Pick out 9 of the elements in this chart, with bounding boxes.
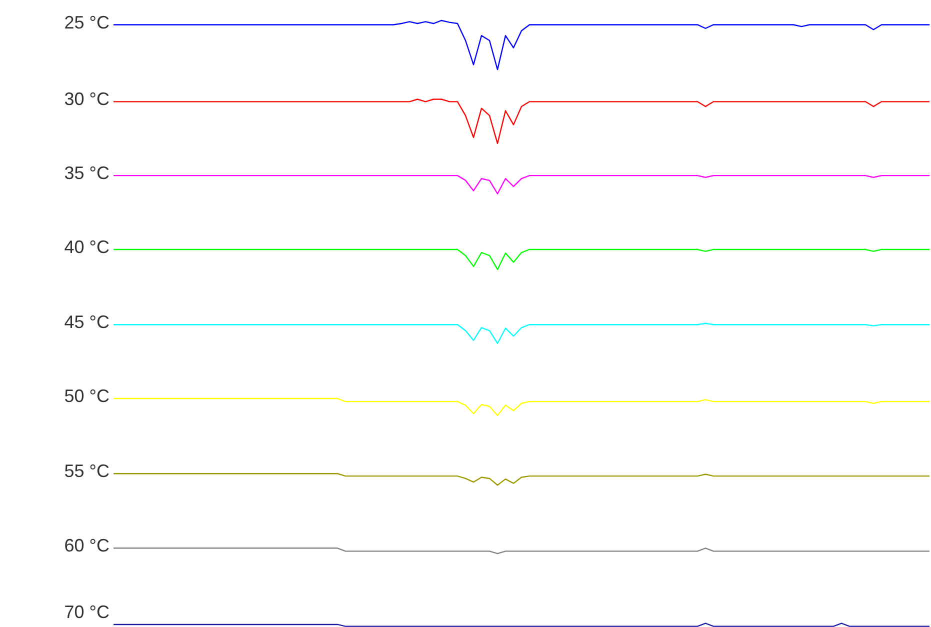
series-label: 40 °C [64,237,110,258]
series-label: 45 °C [64,312,110,332]
series-label: 50 °C [64,386,110,406]
series-label: 25 °C [64,12,110,32]
series-label: 35 °C [64,163,110,184]
series-label: 30 °C [64,89,110,110]
series-label: 70 °C [64,602,110,622]
series-label: 55 °C [64,461,110,482]
series-label: 60 °C [64,536,110,556]
